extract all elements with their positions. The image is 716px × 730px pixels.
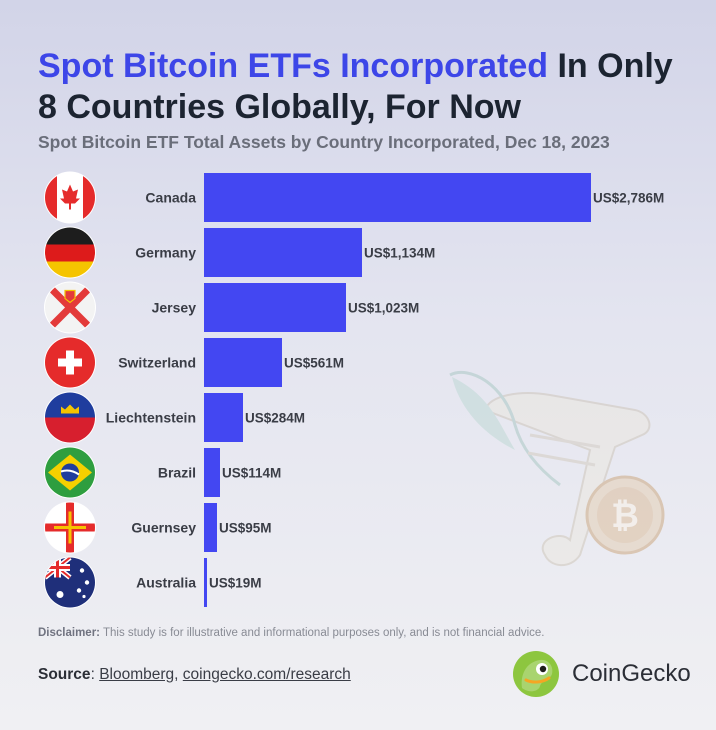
disclaimer-label: Disclaimer: xyxy=(38,627,101,639)
liechtenstein-flag-icon xyxy=(44,391,96,444)
brand-name: CoinGecko xyxy=(572,660,691,687)
australia-flag-icon xyxy=(44,556,96,609)
value-label: US$114M xyxy=(222,466,281,481)
category-label: Switzerland xyxy=(118,355,196,371)
coingecko-logo-icon xyxy=(513,651,559,697)
disclaimer-text: This study is for illustrative and infor… xyxy=(100,627,545,639)
disclaimer: Disclaimer: This study is for illustrati… xyxy=(38,627,544,639)
bar-australia xyxy=(204,558,207,607)
bar-germany xyxy=(204,228,362,277)
category-label: Guernsey xyxy=(131,520,196,536)
germany-flag-icon xyxy=(44,226,96,279)
source-link-bloomberg[interactable]: Bloomberg xyxy=(99,666,175,683)
title-rest: In Only 8 Countries Globally, For Now xyxy=(38,47,673,126)
scroll-quill-illustration: ₿ xyxy=(449,370,665,567)
bar-switzerland xyxy=(204,338,282,387)
source-label: Source xyxy=(38,666,91,683)
switzerland-flag-icon xyxy=(44,336,96,389)
jersey-flag-icon xyxy=(44,281,96,334)
chart-title: Spot Bitcoin ETFs Incorporated In Only 8… xyxy=(38,46,698,128)
category-label: Germany xyxy=(135,245,196,261)
source-link-coingecko[interactable]: coingecko.com/research xyxy=(182,666,351,683)
canada-flag-icon xyxy=(44,171,96,224)
guernsey-flag-icon xyxy=(44,501,96,554)
brazil-flag-icon xyxy=(44,446,96,499)
category-label: Australia xyxy=(136,575,196,591)
bar-liechtenstein xyxy=(204,393,243,442)
value-label: US$2,786M xyxy=(593,191,664,206)
bar-jersey xyxy=(204,283,346,332)
category-label: Brazil xyxy=(158,465,196,481)
value-label: US$1,023M xyxy=(348,301,419,316)
category-label: Canada xyxy=(145,190,196,206)
source-separator: : xyxy=(90,666,100,683)
bar-chart: Canada US$2,786M Germany US$1,134M Jersey US$… xyxy=(44,171,664,609)
title-accent: Spot Bitcoin ETFs Incorporated xyxy=(38,47,549,85)
bar-brazil xyxy=(204,448,220,497)
value-label: US$95M xyxy=(219,521,272,536)
source-line: Source: Bloomberg, coingecko.com/researc… xyxy=(38,666,351,684)
value-label: US$1,134M xyxy=(364,246,435,261)
value-label: US$561M xyxy=(284,356,344,371)
svg-text:₿: ₿ xyxy=(611,496,639,536)
category-label: Liechtenstein xyxy=(106,410,196,426)
chart-subtitle: Spot Bitcoin ETF Total Assets by Country… xyxy=(38,132,610,152)
source-separator-2: , xyxy=(174,666,183,683)
brand: CoinGecko xyxy=(512,650,691,698)
value-label: US$284M xyxy=(245,411,305,426)
value-label: US$19M xyxy=(209,576,262,591)
bar-guernsey xyxy=(204,503,217,552)
category-label: Jersey xyxy=(152,300,197,316)
bar-canada xyxy=(204,173,591,222)
